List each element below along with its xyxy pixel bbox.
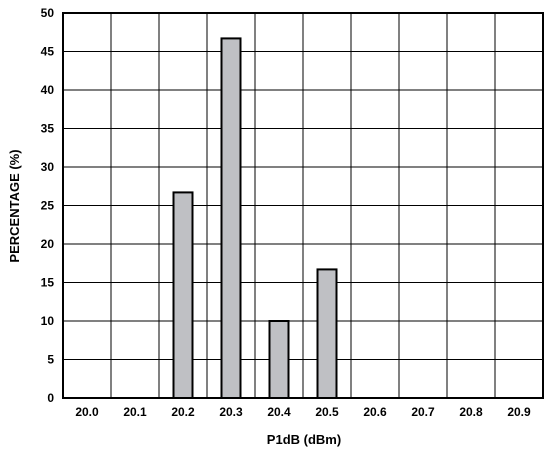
x-tick-label: 20.0 [75,405,99,419]
y-tick-labels: 0 5 10 15 20 25 30 35 40 45 50 [41,6,55,405]
y-tick-label: 5 [47,353,54,367]
x-tick-labels: 20.0 20.1 20.2 20.3 20.4 20.5 20.6 20.7 20.8 20.9 [75,405,531,419]
x-tick-label: 20.3 [219,405,243,419]
y-axis-title: PERCENTAGE (%) [7,149,22,262]
x-tick-label: 20.7 [411,405,435,419]
y-tick-label: 30 [41,160,55,174]
plot-frame [62,12,544,399]
x-tick-label: 20.9 [507,405,531,419]
y-tick-label: 25 [41,199,55,213]
x-tick-label: 20.8 [459,405,483,419]
y-tick-label: 0 [47,391,54,405]
bar-20.3 [220,37,242,399]
y-tick-label: 45 [41,45,55,59]
x-tick-label: 20.6 [363,405,387,419]
bar-20.2 [172,191,194,399]
x-tick-label: 20.4 [267,405,291,419]
x-tick-label: 20.2 [171,405,195,419]
x-axis-title: P1dB (dBm) [267,432,341,447]
y-tick-label: 50 [41,6,55,20]
x-tick-label: 20.5 [315,405,339,419]
y-tick-label: 40 [41,83,55,97]
grid-layer [63,12,543,399]
y-tick-label: 20 [41,237,55,251]
bar-20.4 [268,320,290,399]
y-tick-label: 15 [41,276,55,290]
bar-20.5 [316,268,338,399]
y-tick-label: 10 [41,314,55,328]
x-tick-label: 20.1 [123,405,147,419]
y-tick-label: 35 [41,122,55,136]
